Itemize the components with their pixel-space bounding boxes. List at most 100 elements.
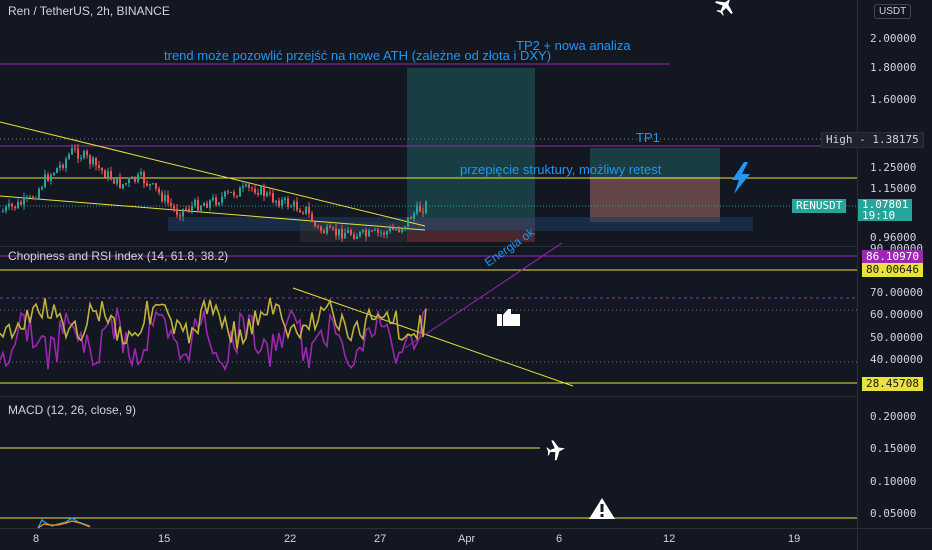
candle-body <box>167 194 169 203</box>
chop-line <box>0 307 427 372</box>
airplane-icon <box>715 0 733 16</box>
rsi-line <box>0 297 427 349</box>
high-value: 1.38175 <box>872 133 919 146</box>
candle-body <box>422 211 424 213</box>
candle-body <box>338 228 340 236</box>
candle-body <box>107 171 109 178</box>
candle-body <box>263 186 265 197</box>
candle-body <box>71 148 73 155</box>
time-tick: Apr <box>458 533 476 545</box>
ath-annotation: trend może pozowlić przejść na nowe ATH … <box>164 48 552 63</box>
candle-body <box>206 203 208 208</box>
candle-body <box>32 196 34 200</box>
macd-tick: 0.20000 <box>870 410 917 423</box>
candle-body <box>269 192 271 194</box>
candle-body <box>302 212 304 214</box>
candle-body <box>227 191 229 193</box>
time-tick: 19 <box>788 533 801 545</box>
candle-body <box>335 228 337 236</box>
candle-body <box>41 187 43 189</box>
rsi-low-tag: 28.45708 <box>862 377 923 391</box>
candle-body <box>146 183 148 186</box>
candle-body <box>221 196 223 203</box>
countdown: 19:10 <box>862 209 896 222</box>
candle-body <box>242 186 244 188</box>
price-tick: 2.00000 <box>870 32 917 45</box>
candle-body <box>44 174 46 188</box>
candle-body <box>209 200 211 208</box>
candle-body <box>161 192 163 202</box>
price-axis[interactable] <box>857 0 932 550</box>
rsi-indicator-title[interactable]: Chopiness and RSI index (14, 61.8, 38.2) <box>8 249 229 263</box>
candle-body <box>110 171 112 180</box>
candle-body <box>419 205 421 212</box>
candle-body <box>185 208 187 210</box>
candle-body <box>266 192 268 197</box>
candle-body <box>239 187 241 197</box>
candle-body <box>371 230 373 232</box>
candle-body <box>20 202 22 205</box>
price-tick: 1.60000 <box>870 93 917 106</box>
candle-body <box>50 174 52 181</box>
candle-body <box>92 157 94 165</box>
high-text: High <box>826 133 853 146</box>
candle-body <box>191 205 193 211</box>
candle-body <box>317 225 319 227</box>
candle-body <box>329 226 331 228</box>
price-tick: 0.96000 <box>870 231 917 244</box>
candle-body <box>323 230 325 234</box>
candle-body <box>59 164 61 168</box>
candle-body <box>98 165 100 168</box>
candle-body <box>251 187 253 189</box>
candle-body <box>5 206 7 212</box>
tp1-target-zone <box>590 148 720 222</box>
candle-body <box>212 197 214 201</box>
candle-body <box>320 226 322 231</box>
candle-body <box>365 230 367 237</box>
candle-body <box>305 206 307 214</box>
candle-body <box>389 227 391 232</box>
candle-body <box>80 157 82 159</box>
support-zone <box>168 217 753 231</box>
candle-body <box>200 205 202 211</box>
candle-body <box>326 226 328 234</box>
rsi-tick: 70.00000 <box>870 286 923 299</box>
candle-body <box>224 191 226 197</box>
candle-body <box>368 230 370 237</box>
candle-body <box>287 198 289 207</box>
macd-indicator-title[interactable]: MACD (12, 26, close, 9) <box>8 403 137 417</box>
chop-value-tag: 86.10970 <box>862 250 923 264</box>
candle-body <box>95 157 97 166</box>
symbol-title[interactable]: Ren / TetherUS, 2h, BINANCE <box>8 4 170 18</box>
candle-body <box>296 201 298 211</box>
currency-button[interactable]: USDT <box>874 4 912 19</box>
candle-body <box>278 200 280 207</box>
candle-body <box>260 186 262 195</box>
warning-icon <box>589 498 615 519</box>
candle-body <box>356 236 358 239</box>
candle-body <box>143 172 145 184</box>
candle-body <box>362 230 364 232</box>
candle-body <box>155 183 157 189</box>
candle-body <box>275 200 277 203</box>
candle-body <box>101 167 103 171</box>
candle-body <box>236 195 238 197</box>
candle-body <box>38 188 40 199</box>
candle-body <box>380 232 382 234</box>
rsi-level-tag: 80.00646 <box>862 263 923 277</box>
candle-body <box>350 230 352 235</box>
candle-body <box>65 158 67 168</box>
price-tick: 1.25000 <box>870 161 917 174</box>
time-tick: 15 <box>158 533 171 545</box>
time-tick: 8 <box>33 533 40 545</box>
candle-body <box>254 188 256 193</box>
candle-body <box>74 148 76 150</box>
retest-stop-zone <box>590 177 720 222</box>
candle-body <box>179 215 181 217</box>
candle-body <box>134 176 136 182</box>
candle-body <box>410 217 412 220</box>
candle-body <box>164 194 166 202</box>
candle-body <box>182 208 184 217</box>
macd-tick: 0.05000 <box>870 507 917 520</box>
